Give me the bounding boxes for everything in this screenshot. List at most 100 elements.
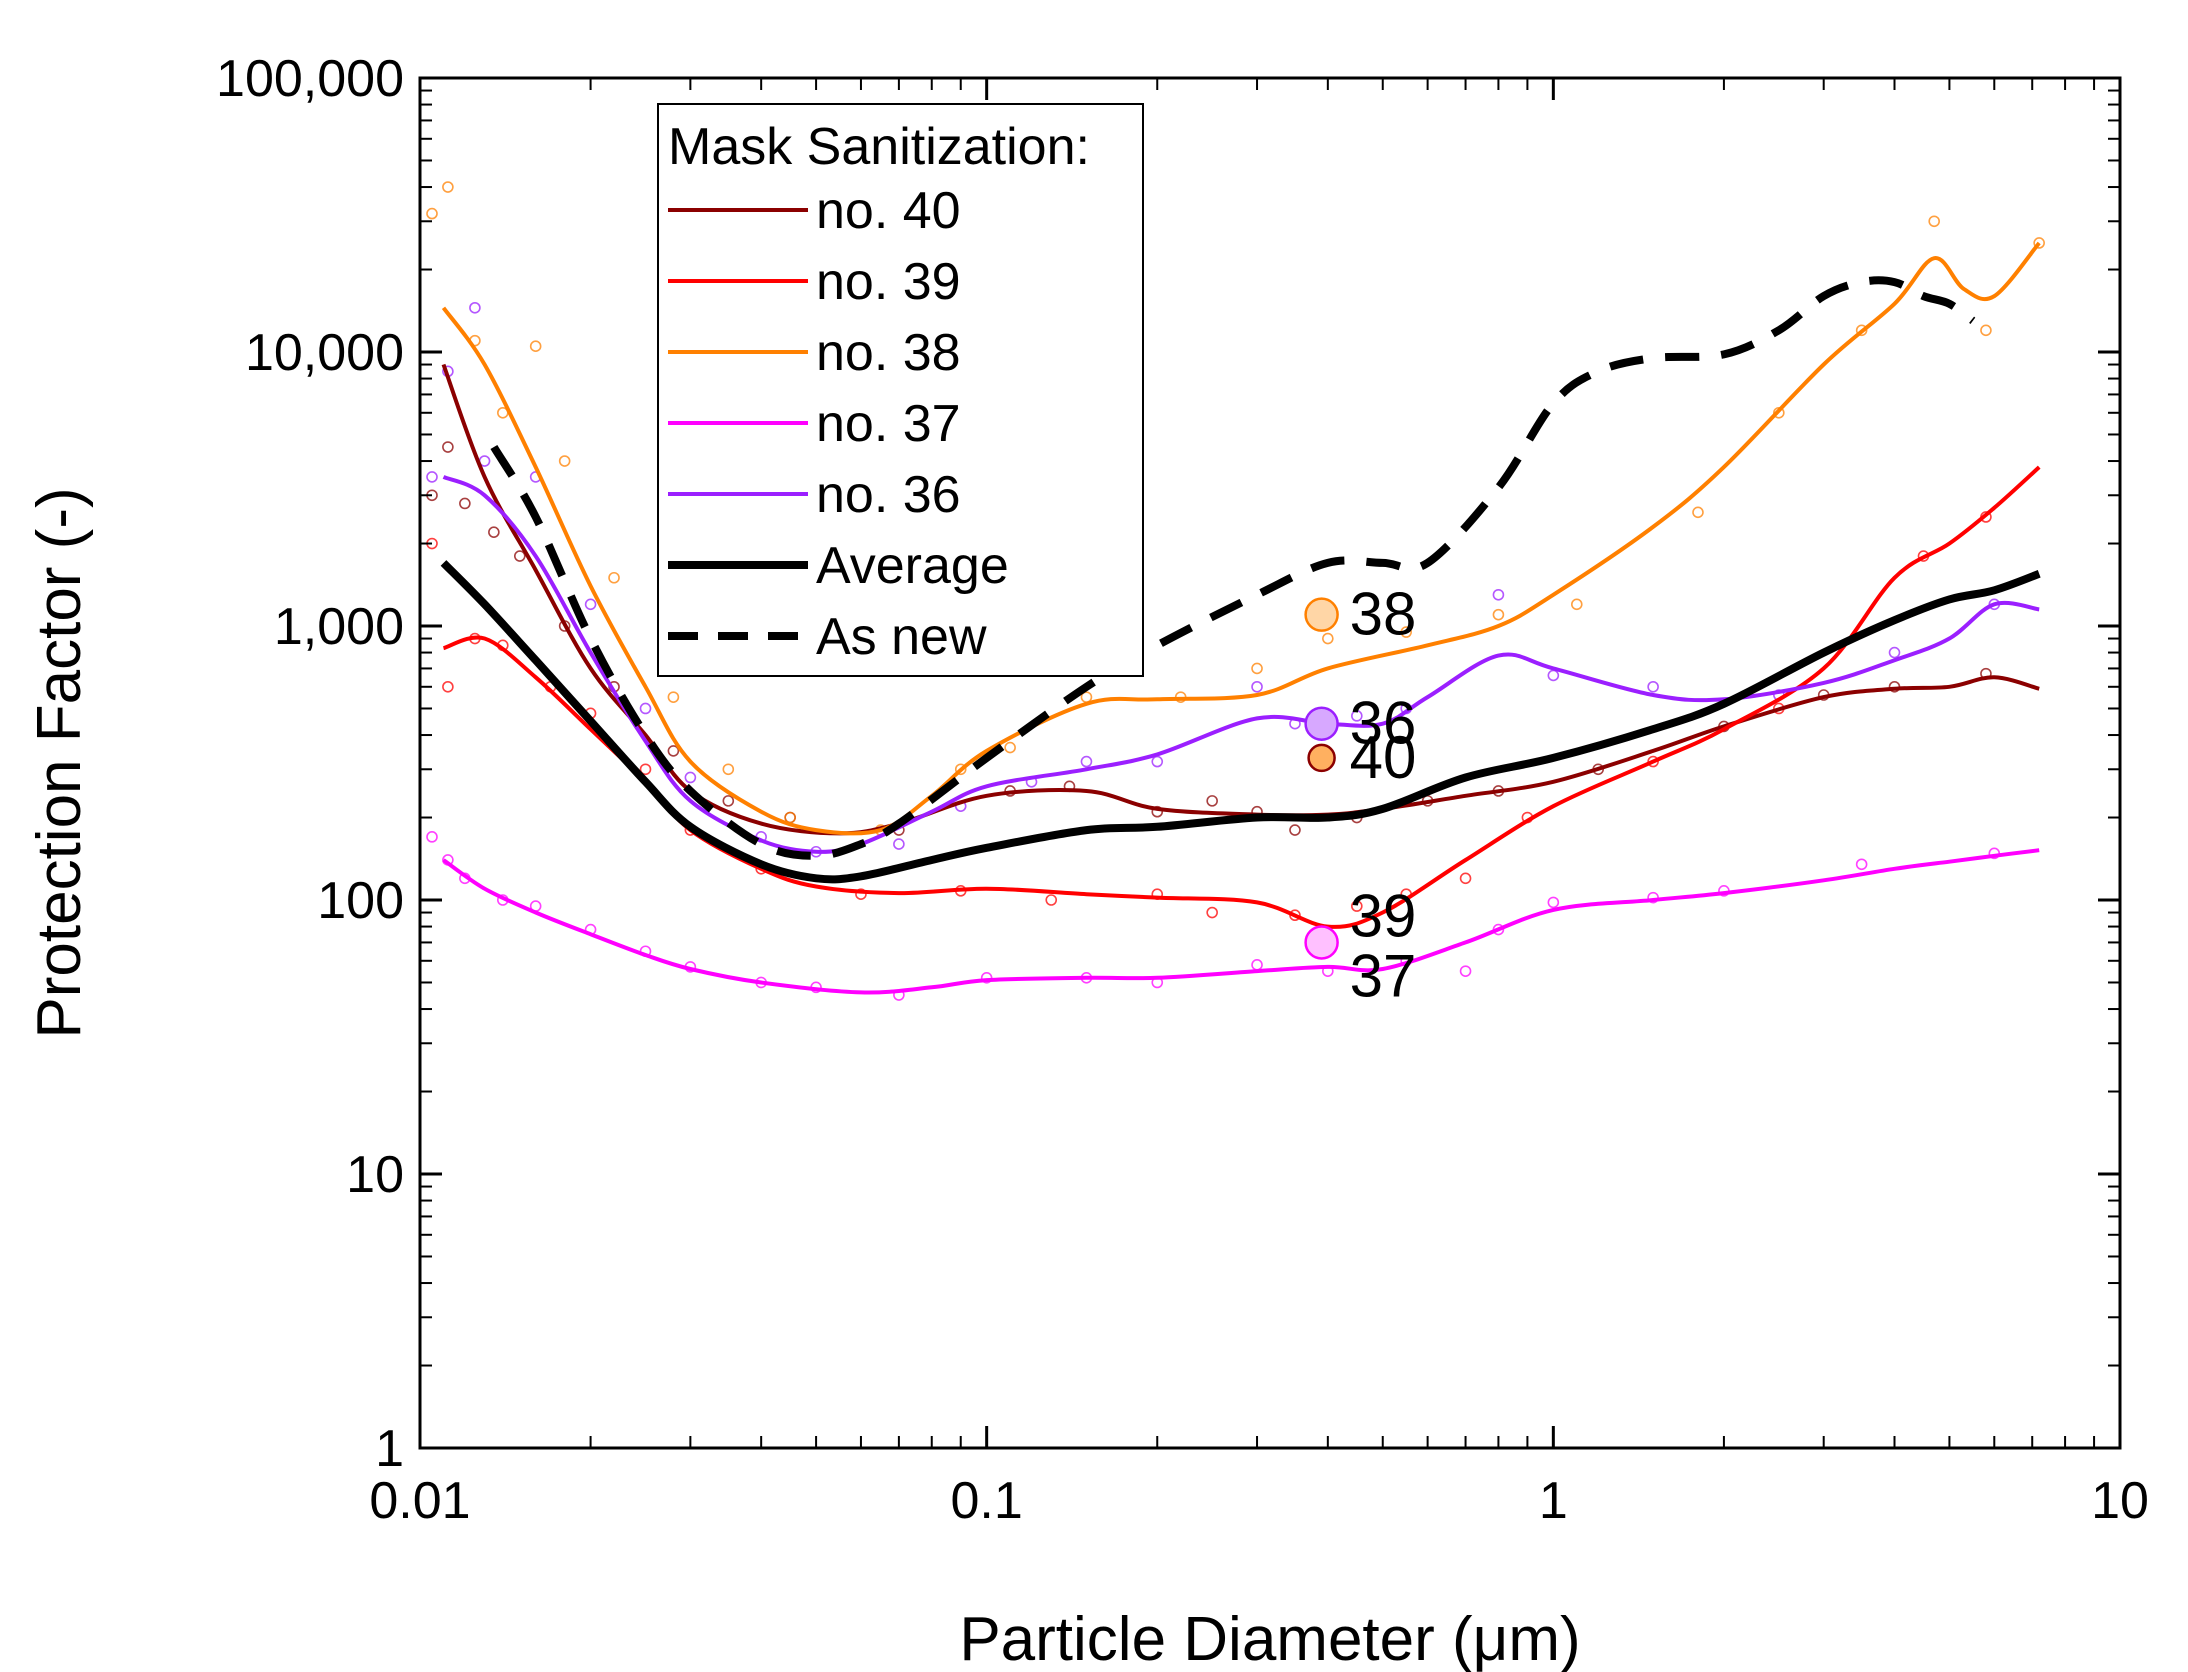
data-point [426, 471, 438, 483]
data-point [784, 811, 796, 824]
data-point [1692, 506, 1704, 519]
axes-layer: 0.01 0.1 1 10 1 10 100 1,000 10,000 100,000 [216, 50, 2149, 1530]
data-point [1547, 669, 1560, 682]
series-layer [426, 181, 2045, 1001]
data-point [529, 340, 542, 352]
data-point [558, 455, 571, 467]
data-point [1647, 680, 1659, 693]
legend-label: no. 39 [816, 253, 961, 311]
legend-label: no. 40 [816, 182, 961, 240]
data-point [1045, 894, 1058, 906]
data-point [584, 598, 597, 611]
data-point [1647, 755, 1659, 768]
data-point [1459, 965, 1472, 977]
data-point [639, 702, 652, 715]
data-point [2033, 237, 2045, 249]
annotation-marker [1304, 597, 1339, 632]
annotation-marker [1307, 743, 1336, 773]
data-point [722, 763, 735, 776]
data-point [1855, 324, 1868, 337]
legend-box [657, 103, 1144, 677]
series-line-no-36 [442, 475, 2040, 854]
legend-label: Average [816, 537, 1009, 595]
x-tick-label: 0.01 [369, 1472, 470, 1530]
y-tick-label: 10 [346, 1146, 404, 1204]
y-tick-label: 1,000 [274, 598, 404, 656]
data-point [980, 972, 993, 984]
data-point [1080, 755, 1093, 768]
plot-frame [418, 76, 2122, 1450]
data-point [1151, 805, 1164, 818]
data-point [426, 831, 438, 843]
data-point [722, 795, 735, 807]
data-point [1492, 608, 1505, 621]
annotation-marker [1304, 925, 1339, 960]
data-point [442, 181, 454, 193]
scatter-group [426, 301, 2001, 858]
y-tick-label: 100,000 [216, 50, 404, 108]
x-tick-label: 10 [2091, 1472, 2149, 1530]
data-point [608, 571, 620, 584]
data-point [1980, 324, 1992, 337]
annotation-label: 38 [1350, 581, 1417, 648]
data-point [1251, 959, 1263, 971]
data-point [1251, 662, 1263, 675]
data-point [684, 771, 697, 784]
series-line-average [440, 560, 2041, 884]
series-line-no-40 [441, 363, 2040, 836]
data-point [459, 497, 471, 510]
legend-title: Mask Sanitization: [668, 118, 1090, 176]
data-point [1004, 741, 1016, 754]
data-point [442, 680, 454, 693]
y-tick-label: 10,000 [245, 324, 404, 382]
data-point [1206, 906, 1218, 919]
data-point [1351, 710, 1363, 722]
annotation-label: 37 [1350, 942, 1417, 1009]
data-point [1570, 598, 1583, 611]
x-axis-label: Particle Diameter (μm) [959, 1605, 1580, 1672]
legend-label: no. 38 [816, 324, 961, 382]
data-point [442, 441, 454, 453]
legend-label: no. 36 [816, 466, 961, 524]
x-tick-label: 0.1 [951, 1472, 1023, 1530]
series-line-no-38 [441, 241, 2041, 836]
y-tick-label: 100 [317, 872, 404, 930]
data-point [1289, 824, 1301, 836]
data-point [855, 888, 867, 900]
data-point [639, 763, 652, 776]
data-point [667, 691, 680, 703]
data-point [1459, 872, 1472, 885]
data-point [1322, 632, 1334, 645]
series-line-as-new [490, 276, 1976, 860]
data-point [954, 763, 967, 776]
data-point [1855, 858, 1868, 871]
x-tick-label: 1 [1539, 1472, 1568, 1530]
data-point [1547, 896, 1560, 909]
data-point [1251, 680, 1263, 693]
y-axis-label: Protection Factor (-) [25, 487, 94, 1038]
data-point [667, 745, 680, 757]
data-point [1206, 795, 1218, 807]
data-point [1351, 900, 1363, 912]
annotation-label: 39 [1350, 882, 1417, 949]
data-point [1492, 588, 1505, 601]
data-point [1928, 215, 1940, 228]
data-point [426, 207, 438, 220]
data-point [488, 526, 500, 538]
y-tick-label: 1 [375, 1420, 404, 1478]
annotation-label: 40 [1350, 724, 1417, 791]
annotation-marker [1304, 706, 1339, 741]
legend-label: no. 37 [816, 395, 961, 453]
data-point [1888, 646, 1901, 659]
scatter-group [426, 181, 2045, 836]
series-line-no-37 [442, 848, 2040, 995]
data-point [1400, 626, 1413, 638]
legend: Mask Sanitization: no. 40 no. 39 no. 38 no.… [657, 103, 1144, 677]
data-point [1151, 755, 1164, 768]
data-point [893, 838, 905, 850]
data-point [469, 301, 481, 314]
data-point [513, 550, 526, 562]
legend-label: As new [816, 608, 987, 666]
